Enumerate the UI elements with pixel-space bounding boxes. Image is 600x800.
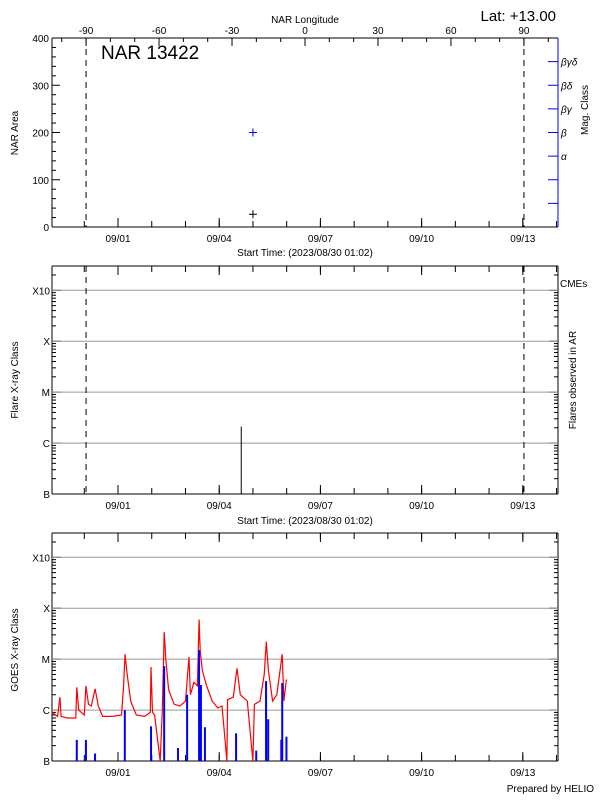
mag-class-label: βγ — [560, 105, 573, 116]
mag-class-label: β — [560, 129, 567, 140]
x-tick-label: 09/01 — [105, 234, 130, 245]
x-tick-label: 09/04 — [207, 768, 232, 779]
y-tick-label: 100 — [32, 176, 49, 187]
y-tick-label: B — [43, 490, 50, 501]
lon-tick-label: 90 — [518, 26, 530, 37]
lon-tick-label: -60 — [152, 26, 167, 37]
x-tick-label: 09/01 — [105, 768, 130, 779]
y-tick-label: X — [43, 604, 50, 615]
x-tick-label: 09/10 — [409, 768, 434, 779]
y-tick-label: C — [43, 706, 50, 717]
mag-class-label: βδ — [560, 81, 573, 92]
lon-tick-label: -90 — [79, 26, 94, 37]
y-tick-label: 0 — [43, 223, 49, 234]
mag-class-label: βγδ — [560, 58, 578, 69]
y-tick-label: X10 — [32, 553, 50, 564]
y-tick-label: X10 — [32, 286, 50, 297]
cme-legend-label: CMEs — [560, 279, 587, 290]
latitude-label: Lat: +13.00 — [481, 8, 556, 25]
footer-credit: Prepared by HELIO — [507, 784, 594, 795]
x-axis-title: Start Time: (2023/08/30 01:02) — [237, 248, 373, 259]
y-axis-title: Flare X-ray Class — [10, 341, 21, 418]
y-axis-title: GOES X-ray Class — [10, 608, 21, 691]
y-axis-title: NAR Area — [10, 110, 21, 155]
lon-tick-label: 30 — [372, 26, 384, 37]
mag-class-axis-title: Mag. Class — [580, 85, 591, 135]
x-tick-label: 09/01 — [105, 501, 130, 512]
mag-class-data-point — [248, 128, 257, 137]
y-tick-label: X — [43, 337, 50, 348]
x-tick-label: 09/13 — [510, 501, 535, 512]
y-tick-label: M — [42, 655, 50, 666]
lon-axis-title: NAR Longitude — [271, 15, 339, 26]
y-tick-label: 300 — [32, 81, 49, 92]
mag-class-label: α — [561, 152, 567, 163]
x-tick-label: 09/04 — [207, 501, 232, 512]
y-tick-label: B — [43, 757, 50, 768]
y-tick-label: M — [42, 388, 50, 399]
lon-tick-label: -30 — [225, 26, 240, 37]
panel-flare-class: B C M X X10 09/01 09/04 09/07 09/10 09/13 Start Ti… — [10, 265, 587, 527]
x-tick-label: 09/07 — [308, 768, 333, 779]
x-tick-label: 09/07 — [308, 234, 333, 245]
x-tick-label: 09/10 — [409, 234, 434, 245]
x-tick-label: 09/10 — [409, 501, 434, 512]
x-tick-label: 09/04 — [207, 234, 232, 245]
lon-tick-label: 60 — [445, 26, 457, 37]
lon-tick-label: 0 — [302, 26, 308, 37]
y-tick-label: 400 — [32, 34, 49, 45]
x-tick-label: 09/13 — [510, 234, 535, 245]
panel-goes-xray: B C M X X10 09/01 09/04 09/07 09/10 09/13 GOES X-r… — [10, 532, 559, 779]
x-tick-label: 09/13 — [510, 768, 535, 779]
y-tick-label: 200 — [32, 129, 49, 140]
region-title: NAR 13422 — [101, 43, 199, 64]
y-tick-label: C — [43, 439, 50, 450]
goes-long-channel-line — [51, 619, 287, 762]
x-tick-label: 09/07 — [308, 501, 333, 512]
right-axis-title: Flares observed in AR — [568, 331, 579, 429]
area-data-point — [248, 210, 257, 219]
x-axis-title: Start Time: (2023/08/30 01:02) — [237, 516, 373, 527]
